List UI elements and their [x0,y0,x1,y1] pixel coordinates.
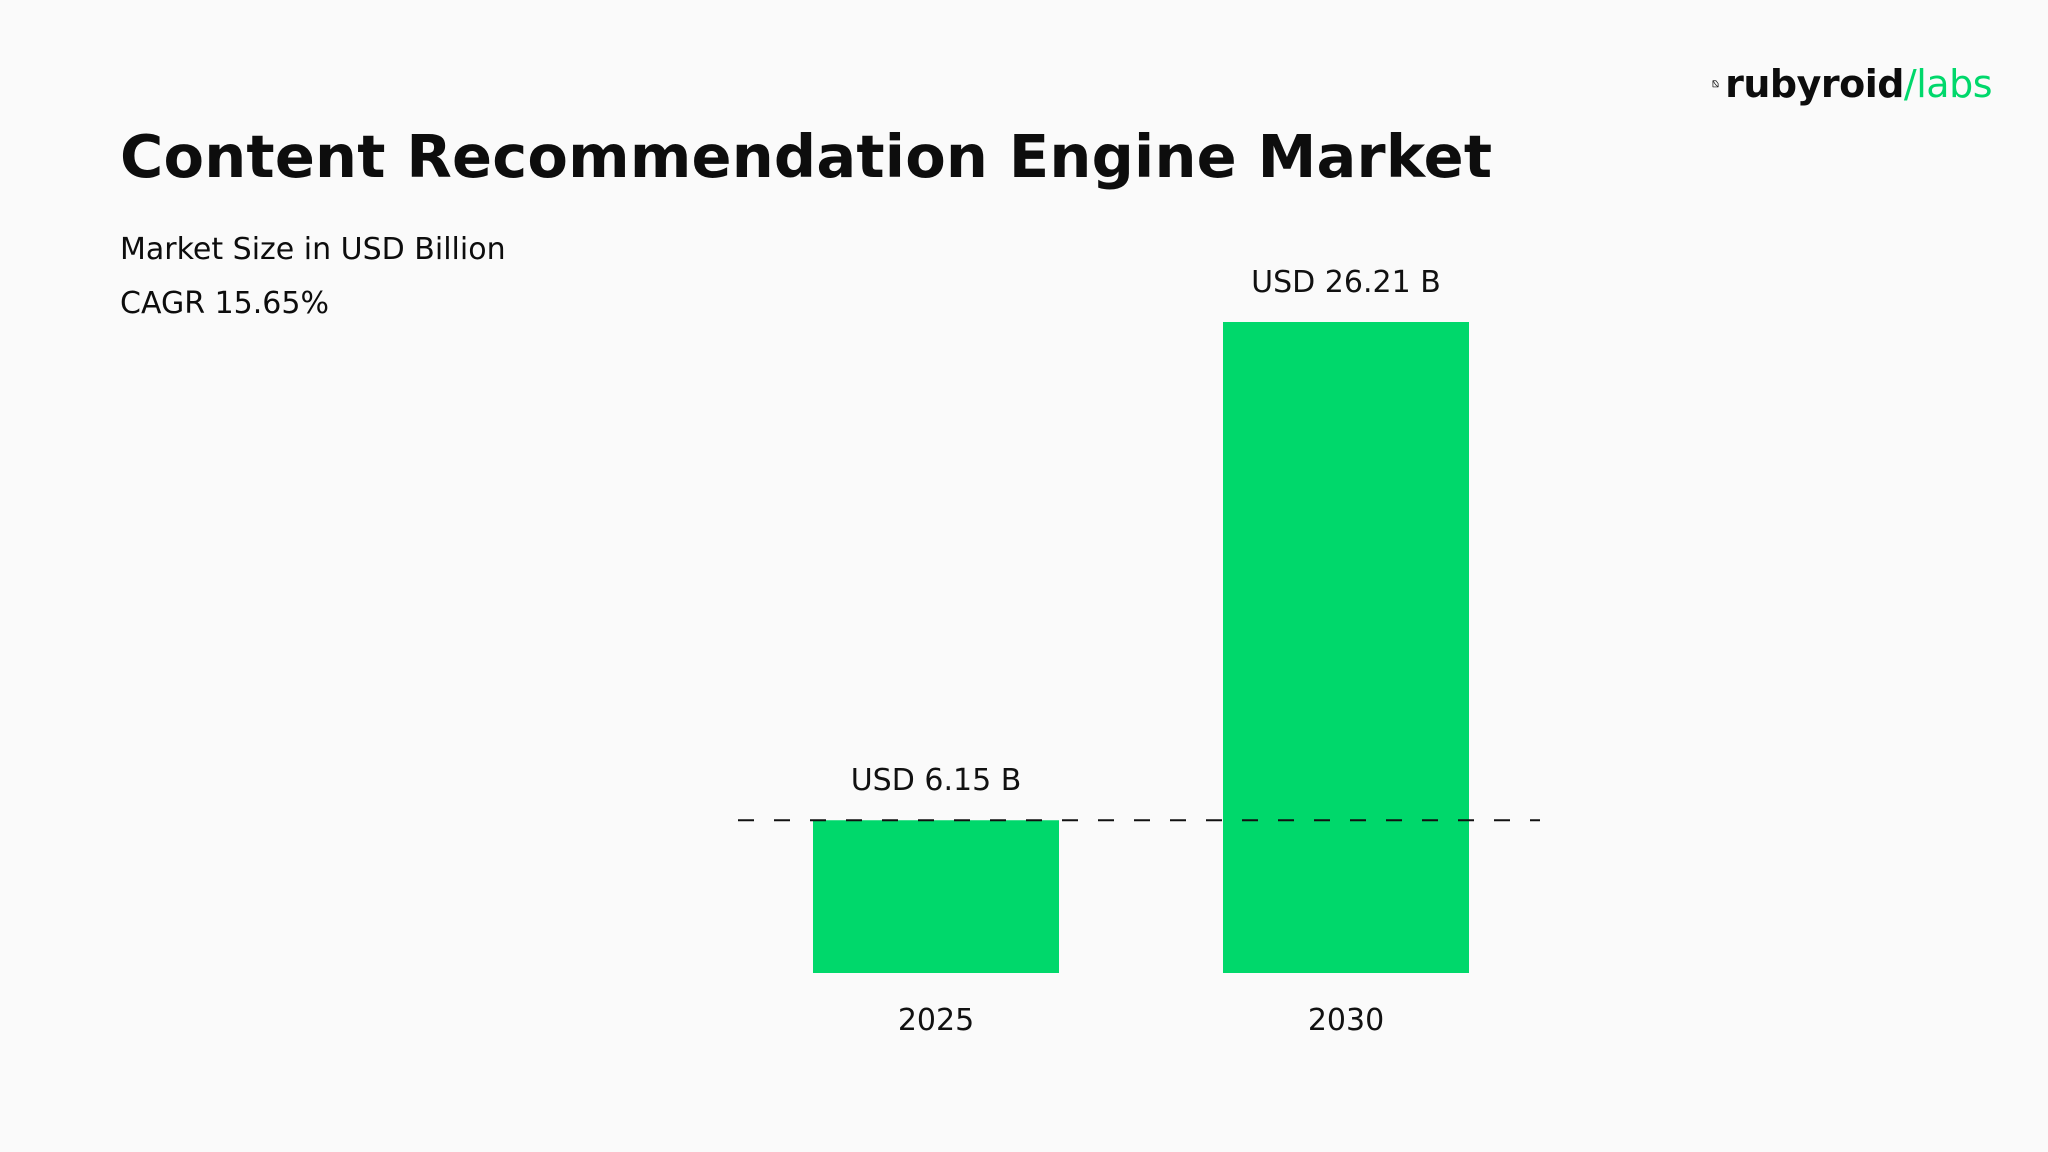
data-label-2030: USD 26.21 B [1251,265,1441,300]
logo-text: rubyroid/labs [1725,62,1992,106]
company-logo: rubyroid/labs [1712,56,1992,112]
x-tick-label-2030: 2030 [1308,1003,1384,1038]
rubyroid-logo-icon [1712,80,1719,88]
logo-name-accent: labs [1916,62,1992,106]
bar-2025 [813,820,1059,973]
labels-group: USD 6.15 B 2025 USD 26.21 B 2030 [851,265,1441,1038]
bars-group [813,322,1469,973]
data-label-2025: USD 6.15 B [851,763,1022,798]
chart-subtitle: Market Size in USD Billion [120,232,506,267]
page-title: Content Recommendation Engine Market [120,122,1493,191]
logo-slash: / [1903,62,1917,106]
cagr-label: CAGR 15.65% [120,286,329,321]
x-tick-label-2025: 2025 [898,1003,974,1038]
bar-2030 [1223,322,1469,973]
logo-name-main: rubyroid [1725,62,1904,106]
